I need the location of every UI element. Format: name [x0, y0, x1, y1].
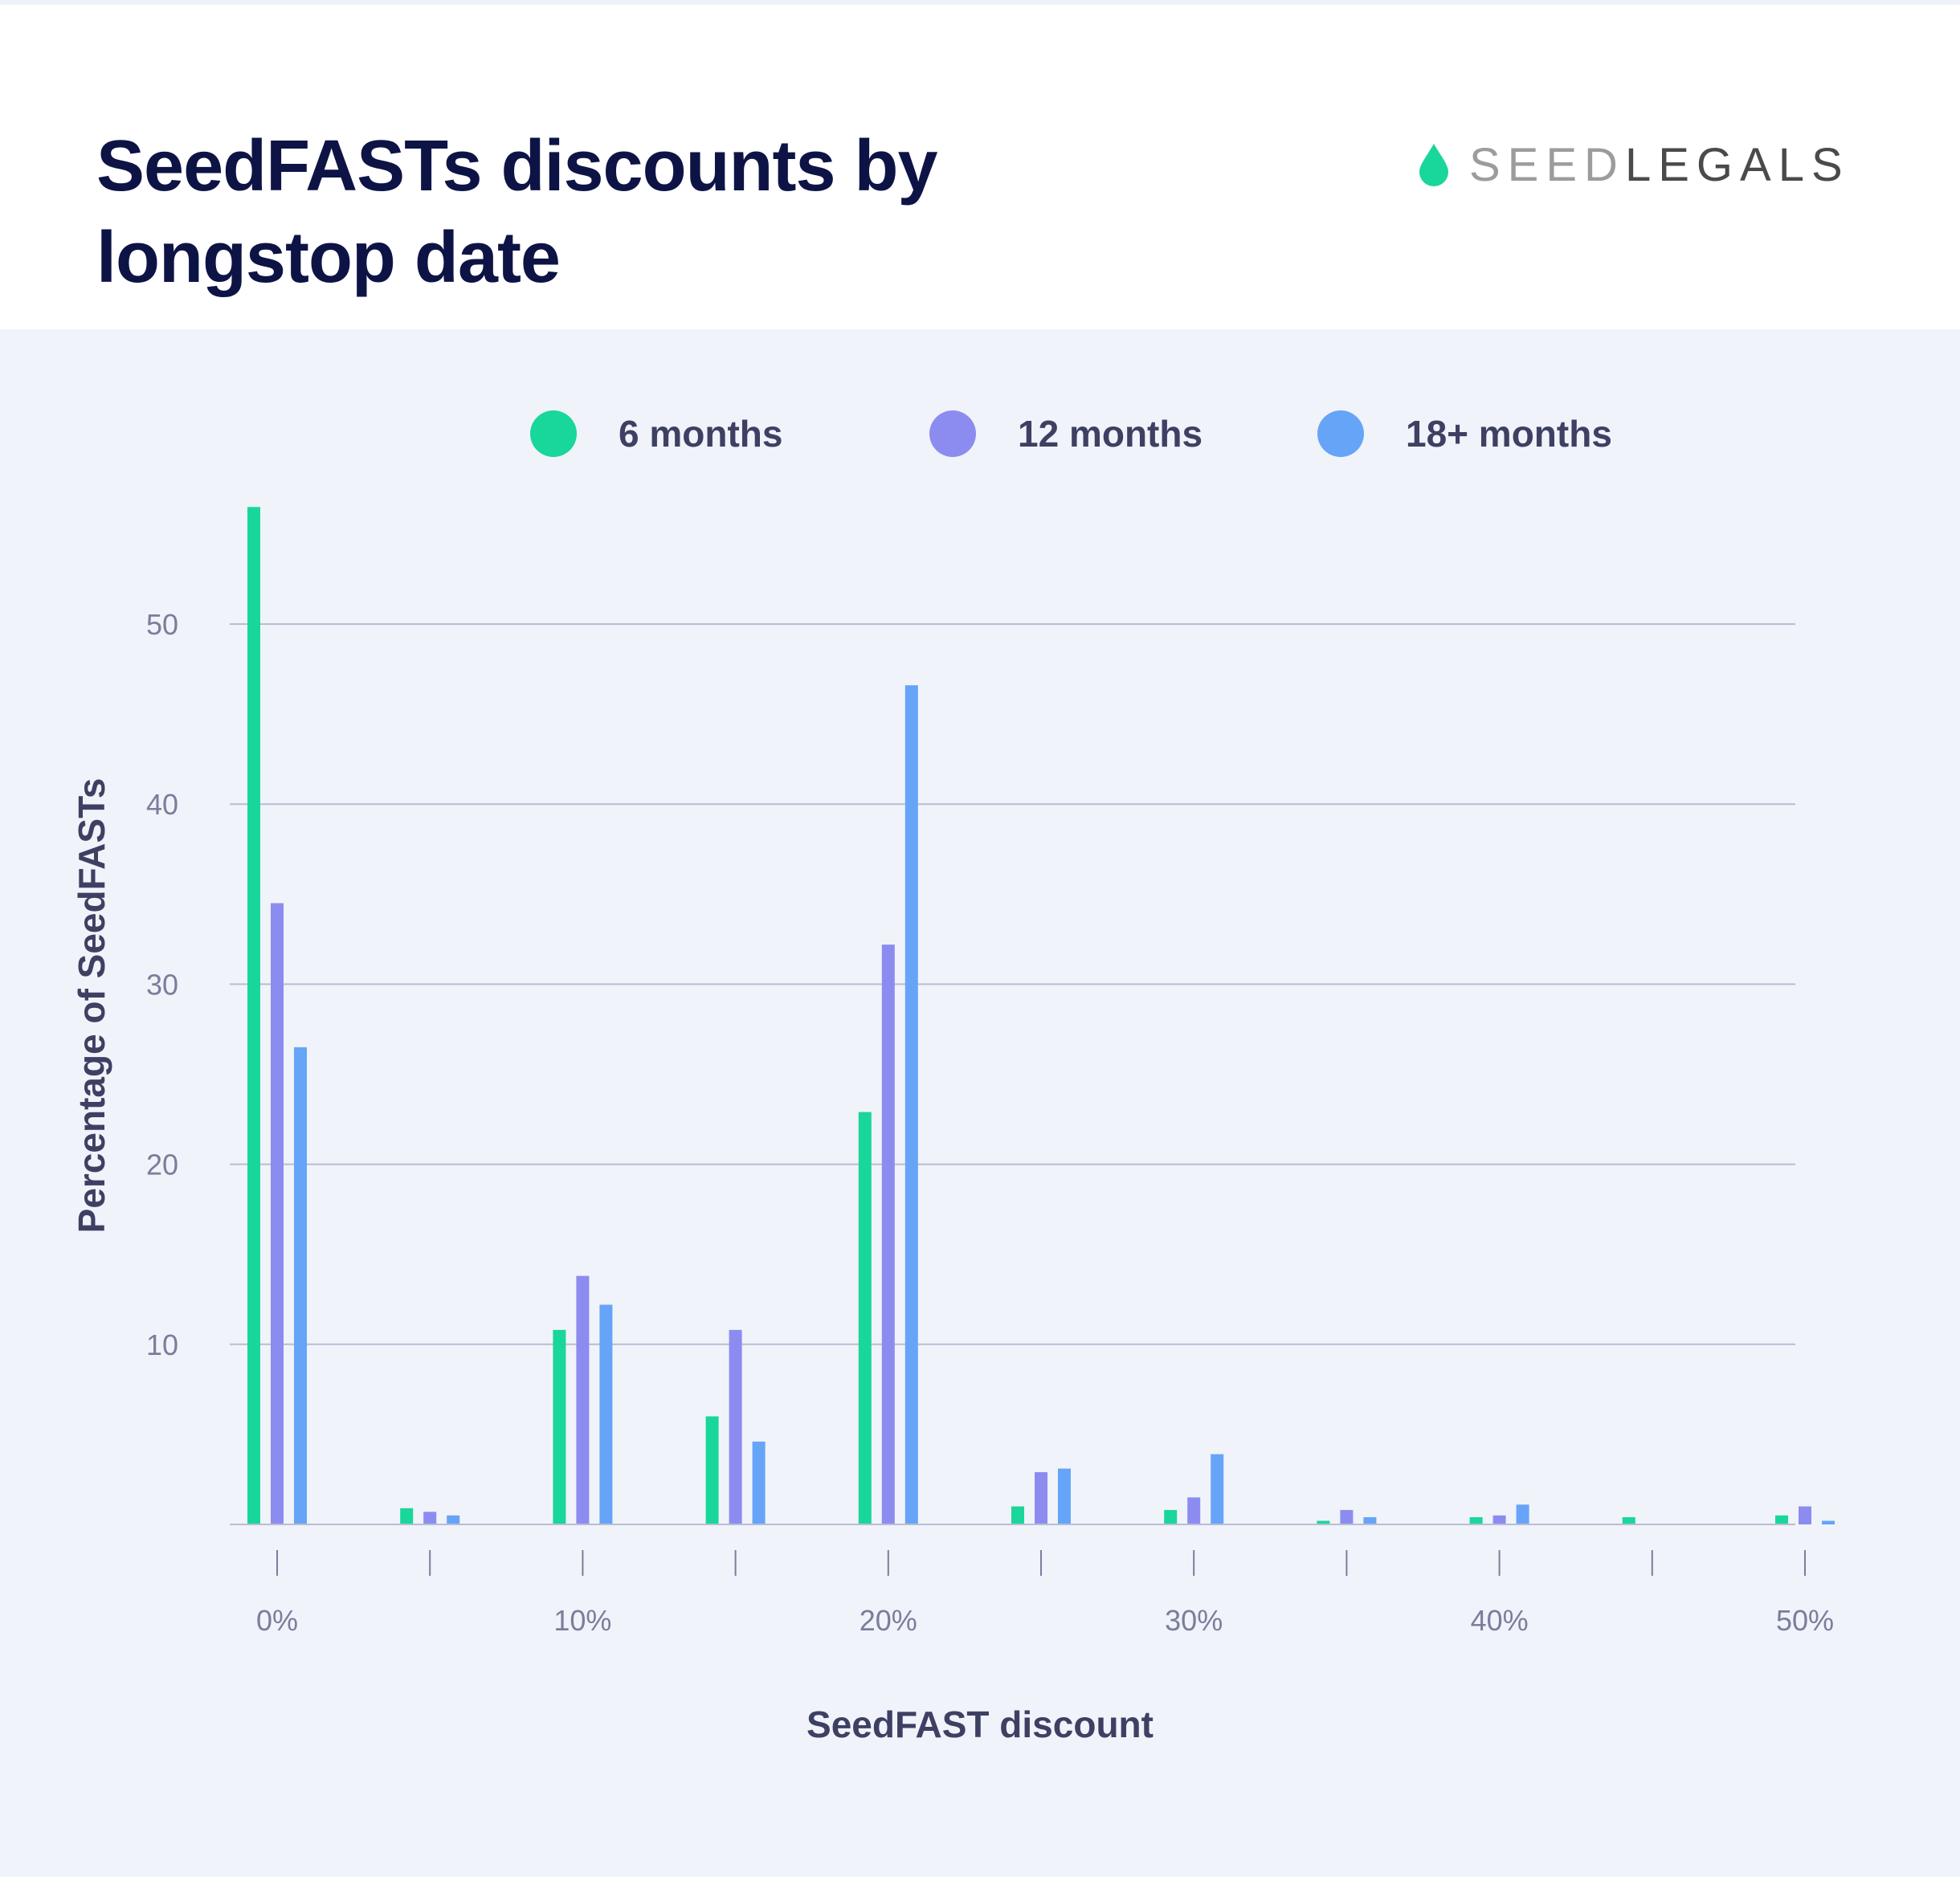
bar [1469, 1517, 1483, 1524]
bar [447, 1515, 460, 1524]
x-tick-label: 20% [860, 1604, 917, 1637]
bar [1317, 1520, 1330, 1524]
brand-logo: SEED LEGALS [1418, 137, 1850, 193]
legend-item-12-months: 12 months [929, 402, 1203, 466]
bar [1211, 1454, 1224, 1524]
logo-text-legals: LEGALS [1624, 138, 1850, 191]
legend-item-6-months: 6 months [530, 402, 782, 466]
bar [1058, 1468, 1071, 1524]
x-tick-label: 50% [1776, 1604, 1834, 1637]
x-axis-title: SeedFAST discount [806, 1704, 1154, 1745]
bar [1622, 1517, 1635, 1524]
bar [1187, 1497, 1201, 1524]
x-tick-label: 10% [553, 1604, 611, 1637]
bar [1822, 1520, 1835, 1524]
bar [1011, 1506, 1024, 1524]
bar [1492, 1515, 1506, 1524]
bar [1775, 1515, 1788, 1524]
drop-icon [1419, 144, 1448, 186]
bar [553, 1329, 566, 1524]
x-tick-label: 30% [1165, 1604, 1223, 1637]
bar [858, 1112, 872, 1524]
legend-label: 6 months [619, 413, 783, 455]
y-tick-label: 10 [146, 1328, 178, 1361]
bar [599, 1304, 613, 1524]
legend-label: 18+ months [1406, 413, 1612, 455]
y-tick-label: 40 [146, 788, 178, 821]
bar [881, 945, 895, 1524]
legend-item-18-months: 18+ months [1317, 402, 1612, 466]
legend-swatch [1317, 410, 1364, 457]
bar [1363, 1517, 1377, 1524]
legend-label: 12 months [1018, 413, 1203, 455]
bar [576, 1275, 590, 1524]
x-tick-label: 0% [256, 1604, 298, 1637]
bar [1164, 1510, 1178, 1524]
bar [705, 1416, 719, 1524]
page-title: SeedFASTs discounts by longstop date [96, 126, 938, 298]
gridlines [230, 623, 1795, 1345]
x-axis: 0% 10% 20% 30% 40% 50% [230, 1524, 1834, 1637]
legend: 6 months 12 months 18+ months [0, 402, 1960, 466]
chart-panel [0, 329, 1960, 1877]
y-axis-ticks: 10 20 30 40 50 [146, 608, 178, 1361]
y-tick-label: 50 [146, 608, 178, 641]
legend-swatch [530, 410, 577, 457]
bar [1799, 1506, 1811, 1524]
bars [247, 507, 1835, 1524]
bar [1340, 1510, 1354, 1524]
x-tick-label: 40% [1471, 1604, 1529, 1637]
bar [729, 1329, 742, 1524]
y-tick-label: 30 [146, 968, 178, 1001]
bar [752, 1441, 766, 1524]
bar [271, 903, 284, 1524]
bar [1035, 1471, 1047, 1524]
bar [423, 1512, 437, 1524]
bar [294, 1047, 307, 1524]
bar [247, 507, 260, 1524]
header: SeedFASTs discounts by longstop date SEE… [0, 0, 1960, 329]
bar [400, 1508, 414, 1524]
y-tick-label: 20 [146, 1149, 178, 1181]
legend-swatch [929, 410, 976, 457]
y-axis-title: Percentage of SeedFASTs [71, 778, 112, 1234]
logo-text-seed: SEED [1469, 138, 1625, 191]
bar [1516, 1504, 1529, 1524]
bar [904, 685, 918, 1524]
